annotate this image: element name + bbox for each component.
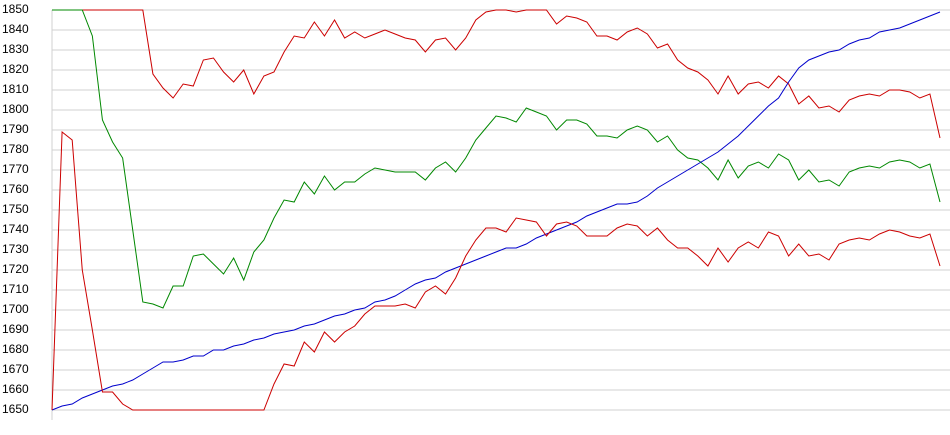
y-tick-label: 1790 (2, 122, 29, 136)
series-line (51, 11, 941, 411)
y-tick-label: 1670 (2, 362, 29, 376)
y-tick-label: 1760 (2, 182, 29, 196)
y-tick-label: 1750 (2, 202, 29, 216)
y-tick-label: 1730 (2, 242, 29, 256)
y-tick-label: 1820 (2, 62, 29, 76)
series-line (51, 130, 941, 411)
y-tick-label: 1770 (2, 162, 29, 176)
y-tick-label: 1700 (2, 302, 29, 316)
y-tick-label: 1710 (2, 282, 29, 296)
y-tick-label: 1840 (2, 22, 29, 36)
y-tick-label: 1740 (2, 222, 29, 236)
series-line (52, 9, 941, 139)
y-tick-label: 1780 (2, 142, 29, 156)
y-tick-label: 1690 (2, 322, 29, 336)
y-tick-label: 1650 (2, 402, 29, 416)
y-tick-label: 1800 (2, 102, 29, 116)
y-tick-label: 1850 (2, 2, 29, 16)
y-tick-label: 1680 (2, 342, 29, 356)
series-line (52, 9, 941, 309)
y-tick-label: 1810 (2, 82, 29, 96)
y-tick-label: 1720 (2, 262, 29, 276)
y-tick-label: 1830 (2, 42, 29, 56)
y-tick-label: 1660 (2, 382, 29, 396)
